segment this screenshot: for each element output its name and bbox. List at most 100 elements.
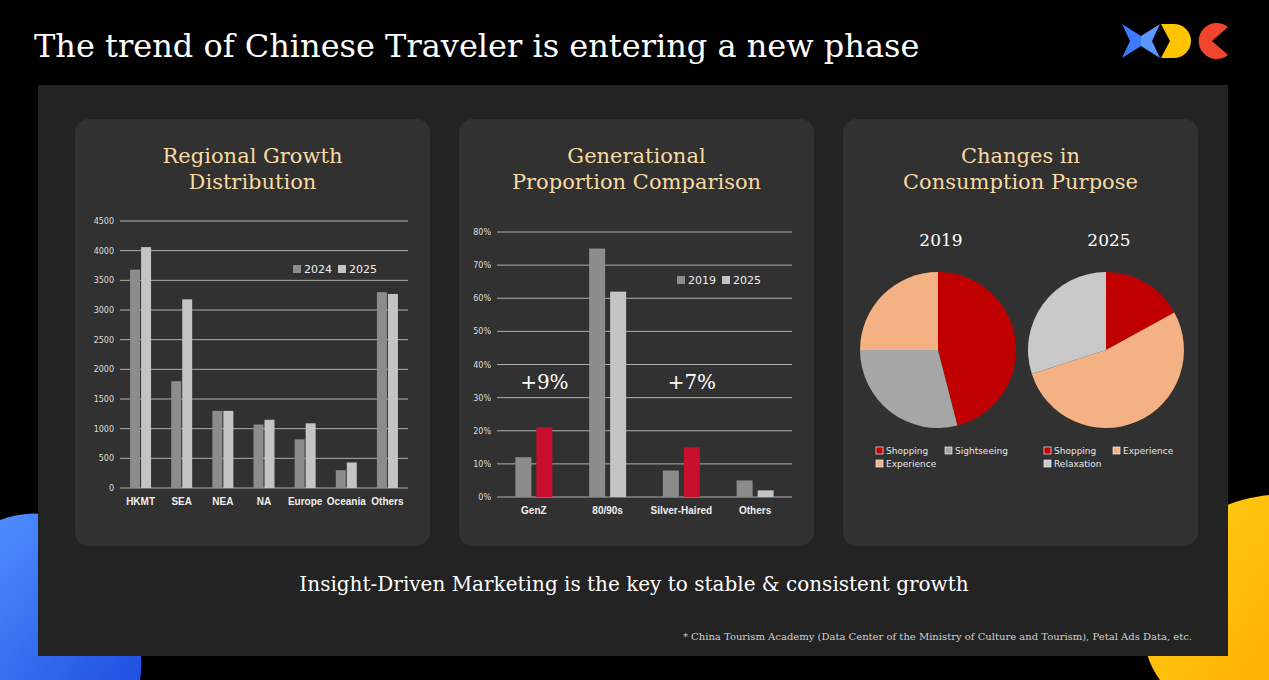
bars: [515, 249, 773, 497]
grid-line: [497, 331, 792, 332]
tagline: Insight-Driven Marketing is the key to s…: [299, 572, 968, 596]
legend-swatch: [1113, 447, 1120, 454]
y-tick-label: 0%: [478, 493, 491, 502]
grid-line: [120, 280, 408, 281]
y-tick-label: 20%: [473, 427, 491, 436]
legend-label: 2024: [304, 263, 332, 276]
grid-line: [120, 458, 408, 459]
bar: [182, 299, 192, 488]
card-title: GenerationalProportion Comparison: [512, 144, 761, 194]
pie-slice: [860, 272, 938, 350]
legend-label: Shopping: [1054, 446, 1096, 456]
x-tick-label: Silver-Haired: [651, 505, 713, 516]
legend-label: Relaxation: [1054, 459, 1101, 469]
legend-label: 2019: [688, 274, 716, 287]
bar: [306, 423, 316, 488]
grid-line: [120, 488, 408, 489]
annotation: +9%: [520, 370, 569, 394]
legend: 2019 2025: [677, 274, 761, 287]
grid-line: [497, 265, 792, 266]
bars: [130, 247, 398, 488]
bar: [265, 420, 275, 488]
legend-label: Experience: [1123, 446, 1174, 456]
bar: [171, 381, 181, 488]
bar: [254, 425, 264, 488]
legend-swatch: [677, 276, 685, 284]
card-title: Regional GrowthDistribution: [163, 144, 343, 194]
background: [0, 0, 1269, 680]
bar: [223, 411, 233, 488]
bar: [684, 447, 700, 497]
x-tick-label: 80/90s: [592, 505, 623, 516]
legend-swatch: [338, 265, 346, 273]
grid-line: [497, 298, 792, 299]
logo-part: [1141, 24, 1160, 58]
legend-swatch: [1044, 447, 1051, 454]
bar: [515, 457, 531, 497]
y-tick-label: 80%: [473, 228, 491, 237]
source-note: * China Tourism Academy (Data Center of …: [683, 631, 1192, 642]
x-tick-label: NA: [257, 496, 271, 507]
stage: The trend of Chinese Traveler is enterin…: [0, 0, 1269, 680]
legend-label: Sightseeing: [955, 446, 1008, 456]
legend-swatch: [876, 447, 883, 454]
card: [843, 119, 1198, 546]
grid-line: [497, 397, 792, 398]
y-tick-label: 4500: [94, 217, 114, 226]
x-tick-label: Oceania: [327, 496, 366, 507]
x-tick-label: SEA: [171, 496, 192, 507]
legend-swatch: [293, 265, 301, 273]
legend: 2024 2025: [293, 263, 377, 276]
grid-line: [497, 232, 792, 233]
x-tick-label: Others: [739, 505, 772, 516]
legend-label: Shopping: [886, 446, 928, 456]
bar: [130, 270, 140, 488]
grid-line: [120, 339, 408, 340]
grid-line: [120, 310, 408, 311]
y-tick-label: 3500: [94, 276, 114, 285]
x-tick-label: GenZ: [521, 505, 547, 516]
y-tick-label: 0: [109, 484, 114, 493]
card: [75, 119, 430, 546]
y-tick-label: 40%: [473, 361, 491, 370]
card-title-line: Changes in: [961, 144, 1080, 168]
y-tick-label: 4000: [94, 247, 114, 256]
legend-swatch: [876, 460, 883, 467]
legend-label: 2025: [349, 263, 377, 276]
bar: [212, 411, 222, 488]
grid-line: [120, 369, 408, 370]
bar: [589, 249, 605, 497]
y-tick-label: 1000: [94, 425, 114, 434]
grid-line: [120, 250, 408, 251]
pie-slice: [860, 350, 957, 428]
x-tick-label: NEA: [212, 496, 233, 507]
logo-part: [1161, 24, 1191, 58]
card-title-line: Proportion Comparison: [512, 170, 761, 194]
pie-slice: [1028, 272, 1106, 374]
x-tick-label: Europe: [288, 496, 323, 507]
card-title-line: Generational: [567, 144, 706, 168]
legend-label: 2025: [733, 274, 761, 287]
legend-swatch: [722, 276, 730, 284]
page-title: The trend of Chinese Traveler is enterin…: [34, 27, 919, 65]
grid-line: [120, 428, 408, 429]
y-tick-label: 2000: [94, 365, 114, 374]
bar: [336, 470, 346, 488]
bar: [141, 247, 151, 488]
y-tick-label: 1500: [94, 395, 114, 404]
card-title-line: Regional Growth: [163, 144, 343, 168]
pie-title: 2025: [1087, 230, 1130, 250]
bar: [295, 439, 305, 488]
bar: [377, 292, 387, 488]
legend-label: Experience: [886, 459, 937, 469]
grid-line: [497, 364, 792, 365]
y-tick-label: 50%: [473, 327, 491, 336]
logo-part: [1199, 23, 1228, 59]
bar: [347, 462, 357, 488]
annotation: +7%: [668, 370, 717, 394]
y-tick-label: 2500: [94, 336, 114, 345]
main-panel: [38, 85, 1228, 656]
y-tick-label: 3000: [94, 306, 114, 315]
y-tick-label: 10%: [473, 460, 491, 469]
bar: [610, 292, 626, 497]
